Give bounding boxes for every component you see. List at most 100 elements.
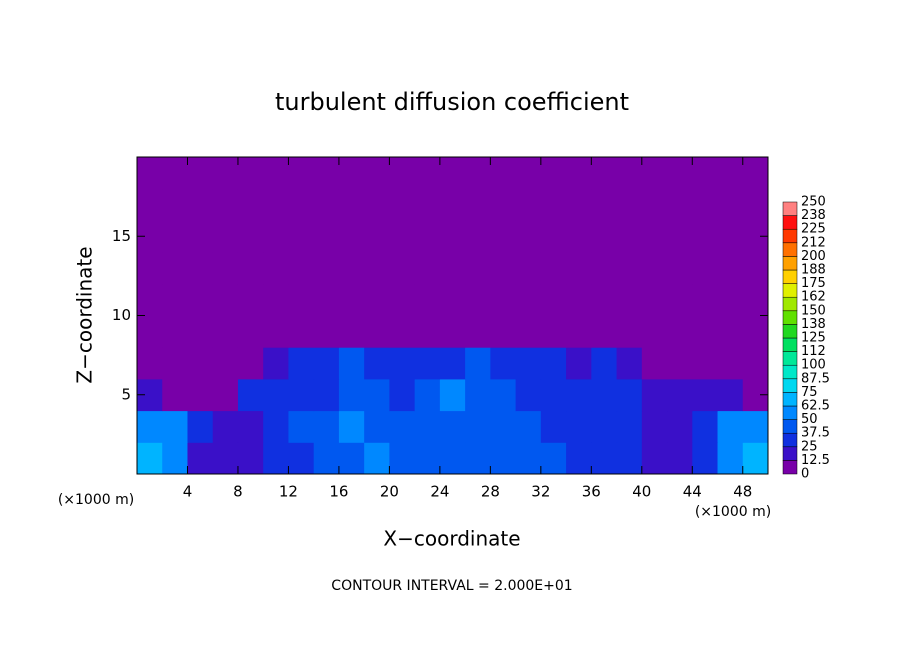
cell <box>137 442 163 475</box>
cell <box>187 252 214 285</box>
cell <box>162 315 188 348</box>
cell <box>364 220 390 253</box>
cell <box>667 315 693 348</box>
cell <box>237 188 264 221</box>
cell <box>490 410 517 443</box>
cell <box>692 442 719 475</box>
y-tick-label: 15 <box>112 227 131 245</box>
cell <box>389 220 416 253</box>
cell <box>162 283 188 316</box>
field <box>137 157 769 475</box>
cell <box>263 188 289 221</box>
cell <box>288 157 315 190</box>
cell <box>137 157 163 190</box>
cell <box>338 283 365 316</box>
cell <box>641 220 668 253</box>
cell <box>212 378 239 412</box>
colorbar-swatch <box>782 269 798 284</box>
colorbar-label: 25 <box>801 439 818 454</box>
colorbar-label: 37.5 <box>801 426 830 441</box>
cell <box>187 315 214 348</box>
x-tick-label: 36 <box>582 483 601 501</box>
cell <box>212 283 239 316</box>
colorbar-label: 75 <box>801 385 818 400</box>
cell <box>212 157 239 190</box>
cell <box>540 252 567 285</box>
cell <box>515 442 542 475</box>
colorbar-label: 112 <box>801 344 826 359</box>
cell <box>137 283 163 316</box>
cell <box>162 378 188 412</box>
cell <box>692 410 719 443</box>
cell <box>338 442 365 475</box>
cell <box>364 283 390 316</box>
colorbar-swatch <box>782 256 798 271</box>
cell <box>515 378 542 412</box>
cell <box>187 220 214 253</box>
colorbar-swatch <box>782 337 798 352</box>
cell <box>717 347 744 380</box>
cell <box>566 347 592 380</box>
cell <box>389 378 416 412</box>
cell <box>389 157 416 190</box>
cell <box>465 442 491 475</box>
cell <box>439 283 466 316</box>
cell <box>566 315 592 348</box>
cell <box>237 220 264 253</box>
cell <box>389 252 416 285</box>
cell <box>490 315 517 348</box>
colorbar-swatch <box>782 446 798 461</box>
cell <box>237 283 264 316</box>
cell <box>439 157 466 190</box>
cell <box>667 220 693 253</box>
cell <box>566 157 592 190</box>
cell <box>237 442 264 475</box>
cell <box>717 410 744 443</box>
cell <box>137 252 163 285</box>
cell <box>490 157 517 190</box>
cell <box>414 347 441 380</box>
cell <box>288 315 315 348</box>
cell <box>263 442 289 475</box>
cell <box>313 283 340 316</box>
colorbar-label: 50 <box>801 412 818 427</box>
cell <box>237 347 264 380</box>
cell <box>616 347 643 380</box>
cell <box>162 220 188 253</box>
cell <box>742 315 769 348</box>
cell <box>717 220 744 253</box>
cell <box>414 220 441 253</box>
colorbar-swatch <box>782 201 798 216</box>
cell <box>591 220 618 253</box>
x-tick-label: 44 <box>683 483 702 501</box>
cell <box>338 188 365 221</box>
cell <box>540 157 567 190</box>
cell <box>566 188 592 221</box>
cell <box>187 188 214 221</box>
colorbar-swatch <box>782 215 798 230</box>
cell <box>263 347 289 380</box>
cell <box>616 283 643 316</box>
cell <box>667 252 693 285</box>
annotation: CONTOUR INTERVAL = 2.000E+01 <box>331 578 572 594</box>
colorbar-swatch <box>782 296 798 312</box>
cell <box>591 188 618 221</box>
cell <box>717 315 744 348</box>
colorbar-swatch <box>782 460 798 475</box>
colorbar-swatch <box>782 228 798 244</box>
x-tick-label: 40 <box>632 483 651 501</box>
cell <box>667 283 693 316</box>
cell <box>187 347 214 380</box>
cell <box>288 442 315 475</box>
cell <box>162 410 188 443</box>
cell <box>616 188 643 221</box>
colorbar-swatch <box>782 324 798 339</box>
cell <box>338 252 365 285</box>
cell <box>717 442 744 475</box>
cell <box>414 442 441 475</box>
cell <box>313 157 340 190</box>
colorbar-label: 87.5 <box>801 371 830 386</box>
colorbar-label: 238 <box>801 208 826 223</box>
cell <box>641 252 668 285</box>
cell <box>364 410 390 443</box>
